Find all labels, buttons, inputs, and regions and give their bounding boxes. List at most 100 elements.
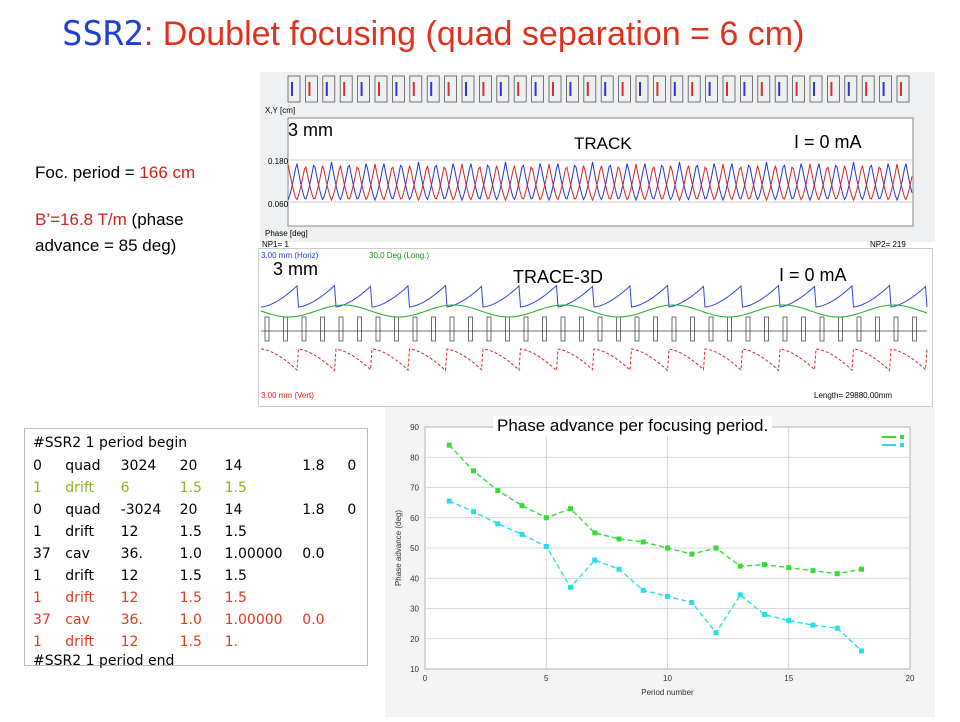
lattice-element [375,76,387,102]
input-deck: #SSR2 1 period begin 0 quad 3024 20 14 1.8 0 1 d… [24,428,368,666]
lattice-marker [343,82,345,96]
deck-cell: 14 [225,499,303,521]
lattice-marker [482,82,484,96]
lattice-marker [848,82,850,96]
deck-cell: 37 [33,609,65,631]
deck-cell [347,565,367,587]
trace-lattice-element [913,317,917,341]
deck-cell: 12 [121,521,180,543]
lattice-element [880,76,892,102]
deck-cell [302,565,347,587]
data-point [617,567,622,572]
x-tick-label: 10 [663,674,672,683]
data-point [665,546,670,551]
data-point [859,648,864,653]
focusing-period-value: 166 cm [139,163,195,182]
data-point [641,539,646,544]
y-tick-label: 80 [410,453,419,462]
trace-lattice-element [746,317,750,341]
deck-cell [347,543,367,565]
deck-cell: 1.8 [302,455,347,477]
x-tick-label: 20 [906,674,915,683]
lattice-marker [448,82,450,96]
trace-lattice-element [598,317,602,341]
track-code-label: TRACK [570,134,636,154]
deck-cell [347,587,367,609]
deck-cell: drift [65,521,120,543]
lattice-marker [674,82,676,96]
lattice-element [288,76,300,102]
deck-cell: -3024 [121,499,180,521]
deck-cell: 0 [347,499,367,521]
deck-footer: #SSR2 1 period end [33,653,367,673]
trace-lattice-element [450,317,454,341]
trace-length: Length= 29880.00mm [814,391,892,400]
trace-lattice-element [524,317,528,341]
lattice-marker [500,82,502,96]
deck-cell: 36. [121,543,180,565]
trace-lattice-element [487,317,491,341]
deck-cell [302,477,347,499]
trace-lattice-element [580,317,584,341]
deck-table: 0 quad 3024 20 14 1.8 0 1 drift 6 1.5 1.5 0 quad -3024… [33,455,367,653]
data-point [714,546,719,551]
data-point [447,499,452,504]
lattice-element [497,76,509,102]
trace-lattice-element [432,317,436,341]
trace-lattice-element [783,317,787,341]
lattice-element [897,76,909,102]
x-tick-label: 15 [784,674,793,683]
trace-lattice-element [265,317,269,341]
lattice-element [758,76,770,102]
lattice-element [653,76,665,102]
trace-lattice-element [820,317,824,341]
y-tick-label: 10 [410,665,419,674]
gradient-note: B’=16.8 T/m (phase advance = 85 deg) [35,207,184,259]
deck-cell: 1.00000 [225,543,303,565]
lattice-marker [430,82,432,96]
lattice-element [566,76,578,102]
data-point [592,558,597,563]
deck-cell: 1.5 [180,587,225,609]
trace-lattice-element [672,317,676,341]
deck-cell: 0 [347,455,367,477]
chart-title: Phase advance per focusing period. [493,416,772,436]
lattice-element [793,76,805,102]
data-point [544,515,549,520]
deck-row: 37 cav 36. 1.0 1.00000 0.0 [33,609,367,631]
deck-cell: 1.8 [302,499,347,521]
deck-cell: 1.0 [180,609,225,631]
lattice-element [549,76,561,102]
lattice-element [584,76,596,102]
deck-cell: 1.5 [180,521,225,543]
lattice-element [827,76,839,102]
deck-cell: 12 [121,587,180,609]
data-point [520,532,525,537]
track-phase-label: Phase [deg] [265,229,308,238]
lattice-element [532,76,544,102]
data-point [689,552,694,557]
lattice-element [462,76,474,102]
deck-cell: 1. [225,631,303,653]
deck-cell: 0.0 [302,543,347,565]
lattice-marker [830,82,832,96]
deck-cell: 0 [33,499,65,521]
trace-lattice-element [413,317,417,341]
data-point [592,530,597,535]
trace-lattice-element [561,317,565,341]
lattice-element [323,76,335,102]
data-point [786,565,791,570]
lattice-element [810,76,822,102]
phase-advance-chart: 0 5 10 15 20 10 20 30 40 50 60 70 80 90 Period number P… [385,407,935,717]
trace-lattice-element [728,317,732,341]
trace-vert-envelope [261,349,927,371]
legend-marker [900,435,904,439]
deck-row: 1 drift 12 1.5 1.5 [33,587,367,609]
data-point [835,626,840,631]
lattice-element [601,76,613,102]
data-point [617,536,622,541]
lattice-marker [395,82,397,96]
gradient-value: B’=16.8 T/m [35,210,127,229]
lattice-marker [604,82,606,96]
deck-header: #SSR2 1 period begin [33,435,367,455]
